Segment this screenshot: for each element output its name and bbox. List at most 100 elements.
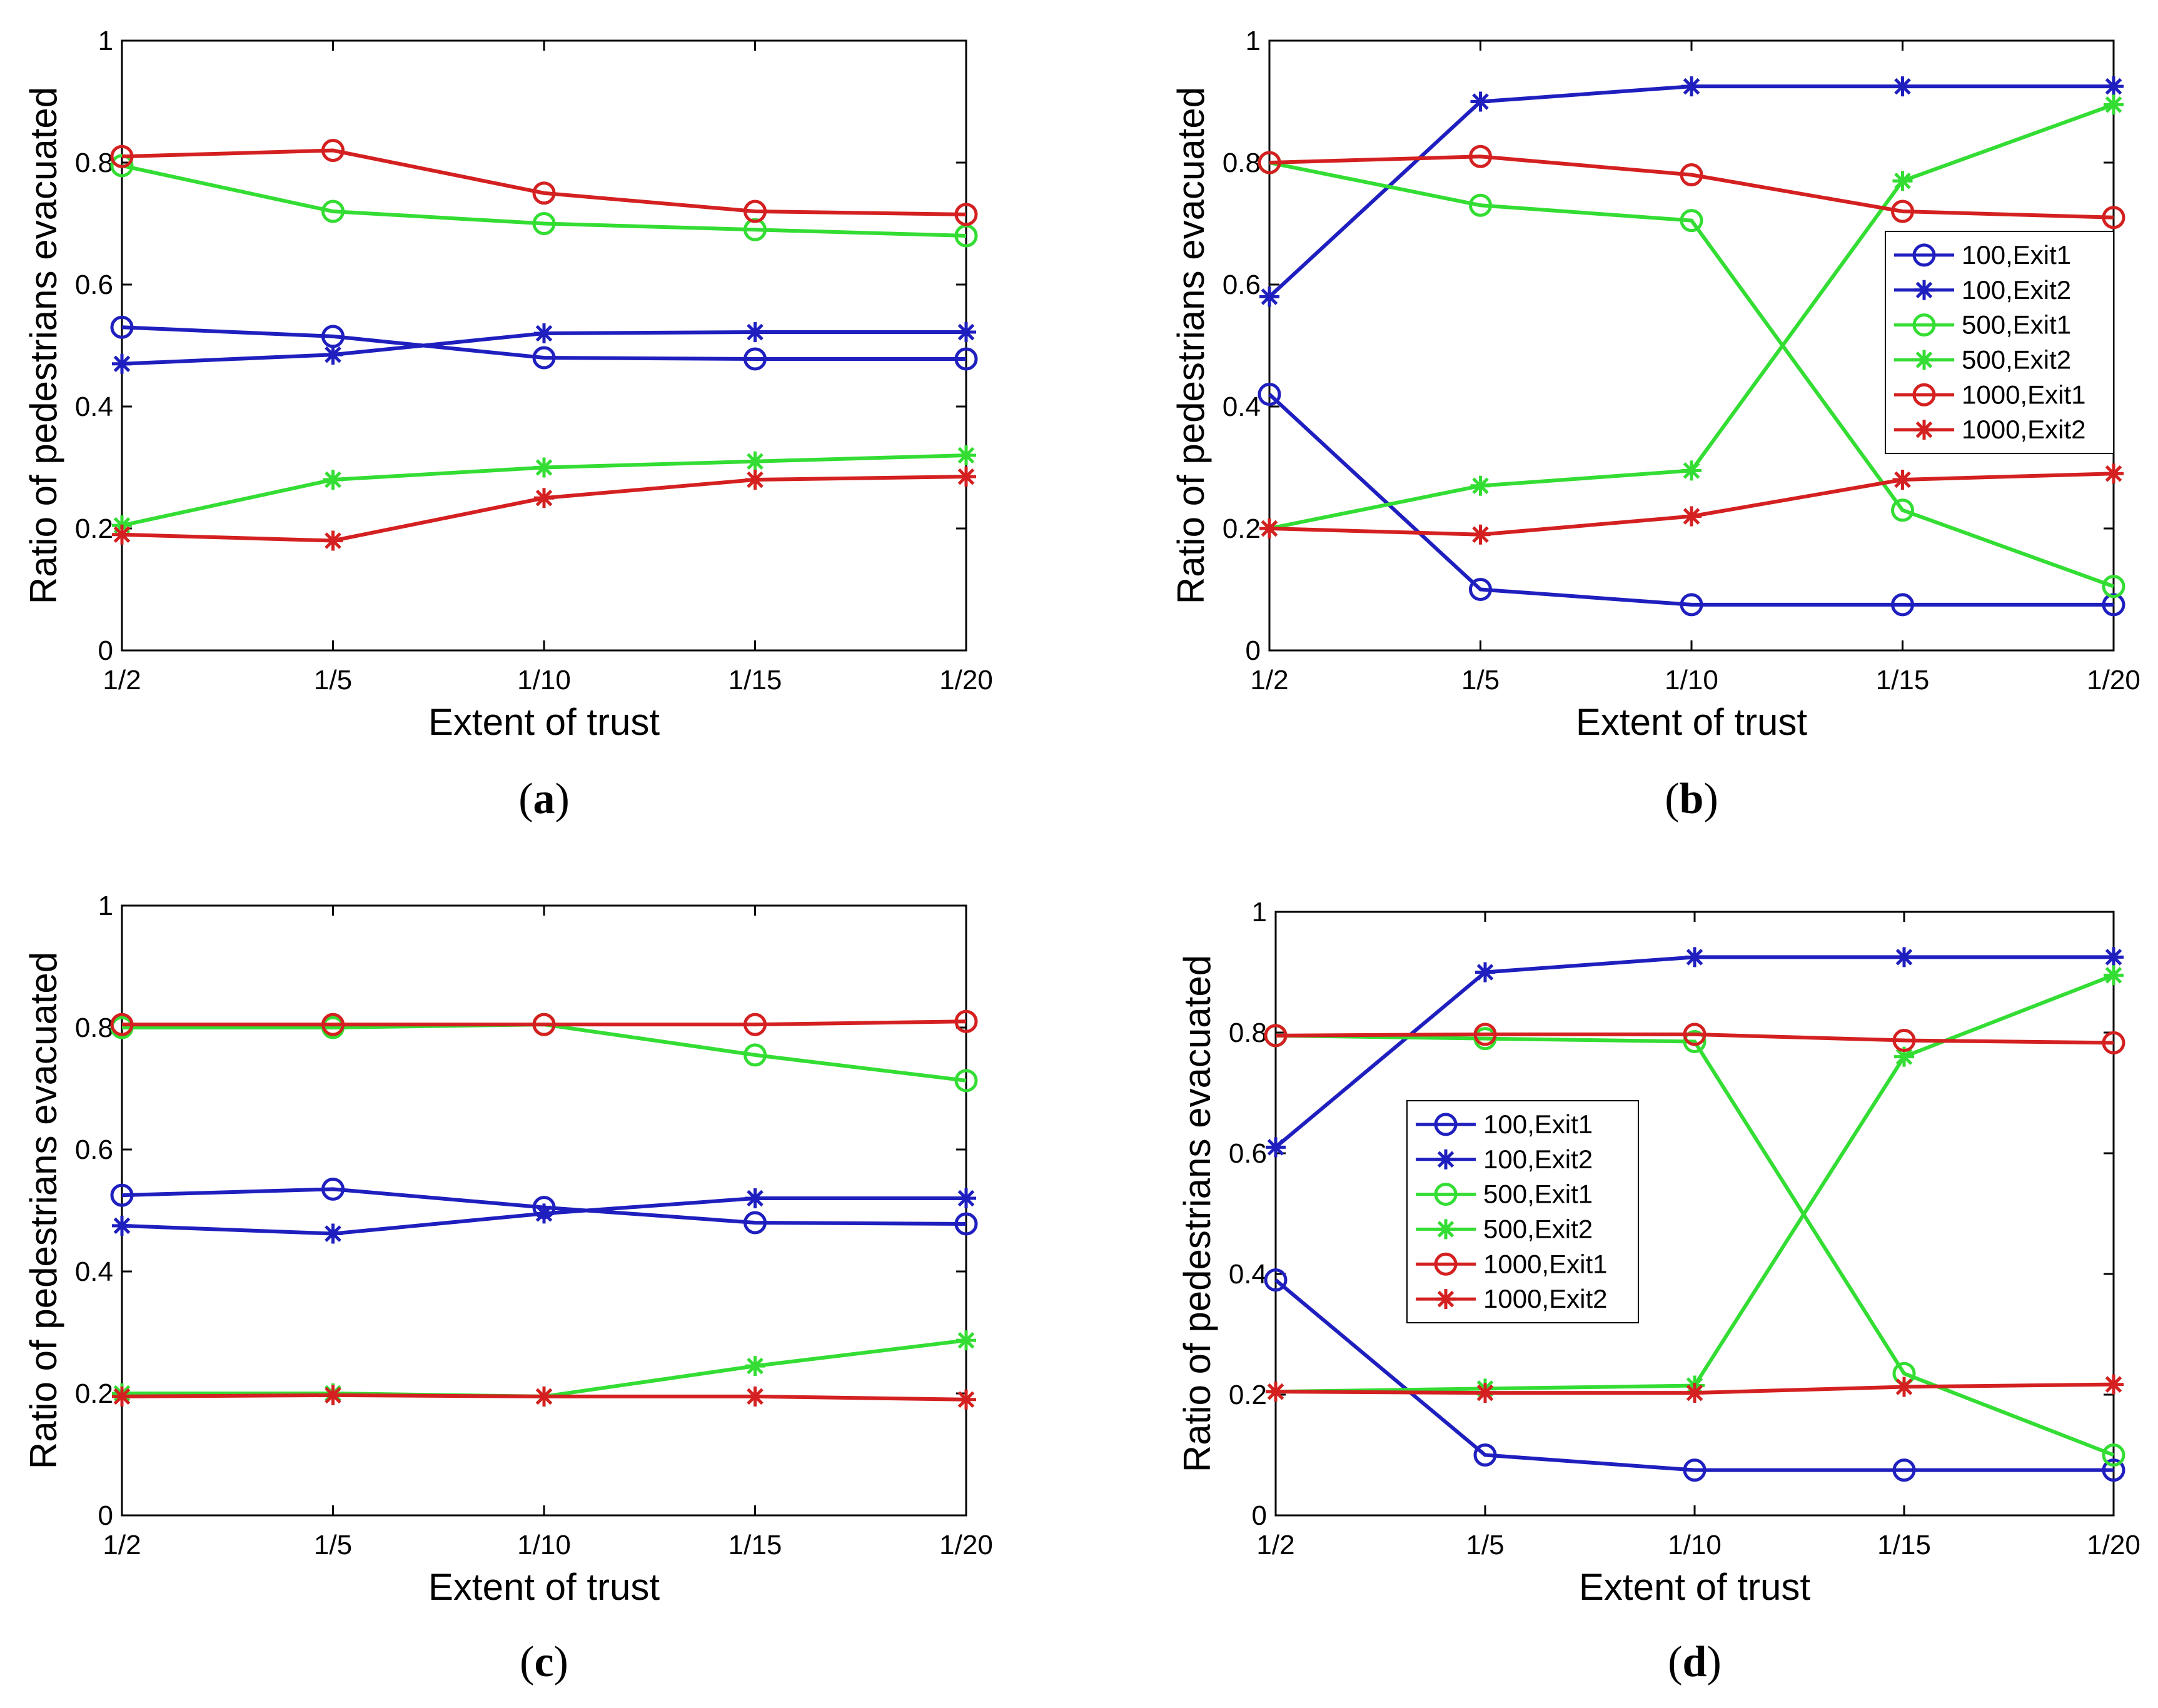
legend-label: 100,Exit1 [1962, 240, 2071, 270]
series-1000-exit2 [112, 1385, 976, 1410]
x-tick-label: 1/20 [2087, 665, 2140, 695]
data-point [956, 467, 976, 487]
legend-label: 500,Exit2 [1483, 1214, 1593, 1243]
plot-frame [1274, 911, 2115, 1517]
x-tick-label: 1/15 [729, 1530, 782, 1560]
y-axis-label: Ratio of pedestrians evacuated [23, 87, 64, 604]
data-point [744, 347, 767, 371]
data-point [744, 1013, 767, 1036]
legend-label: 500,Exit2 [1962, 345, 2071, 374]
legend-entry: 500,Exit2 [1416, 1214, 1593, 1243]
data-point [1891, 498, 1914, 522]
x-tick-label: 1/10 [1665, 665, 1718, 695]
legend-label: 500,Exit1 [1962, 310, 2071, 340]
panel-caption: (b) [1665, 775, 1718, 823]
series-line [1274, 1278, 2114, 1472]
data-point [2104, 947, 2124, 968]
series-1000-exit1 [1258, 144, 2125, 230]
y-tick-label: 0.6 [75, 270, 113, 300]
data-point [532, 1013, 556, 1036]
y-tick-label: 0 [1252, 1500, 1267, 1531]
y-tick-label: 0.6 [1229, 1138, 1267, 1169]
legend-marker [1914, 420, 1934, 440]
data-point [1683, 1458, 1707, 1482]
data-point [1894, 947, 1914, 968]
y-tick-label: 0.2 [75, 1378, 113, 1409]
data-point [2104, 94, 2124, 115]
data-point [745, 322, 765, 343]
y-tick-label: 0.2 [75, 513, 113, 544]
legend-label: 1000,Exit2 [1962, 415, 2085, 444]
data-point [744, 218, 767, 241]
data-point [1683, 1029, 1707, 1053]
series-line [1275, 1033, 2115, 1457]
legend-entry: 100,Exit1 [1894, 240, 2071, 270]
data-point [1894, 1377, 1914, 1397]
x-tick-label: 1/5 [1461, 665, 1500, 695]
data-point [1258, 383, 1281, 406]
data-point [1685, 947, 1705, 968]
series-line [1268, 393, 2114, 607]
data-point [745, 1356, 765, 1377]
data-point [534, 1386, 554, 1407]
data-point [2104, 1374, 2124, 1395]
legend-label: 1000,Exit2 [1483, 1284, 1607, 1313]
series-line [122, 1019, 967, 1027]
data-point [1894, 1046, 1914, 1067]
data-point [1266, 1137, 1286, 1158]
y-tick-label: 0.4 [75, 392, 113, 422]
x-axis-label: Extent of trust [428, 1566, 660, 1608]
data-point [1264, 1024, 1288, 1048]
data-point [954, 347, 978, 371]
data-point [532, 181, 556, 205]
y-tick-label: 0.2 [1223, 513, 1261, 544]
data-point [2102, 1031, 2125, 1054]
y-axis-label: Ratio of pedestrians evacuated [23, 952, 64, 1469]
data-point [323, 1223, 343, 1244]
series-100-exit1 [110, 315, 978, 371]
series-line [1269, 154, 2114, 220]
data-point [534, 488, 554, 508]
data-point [1469, 578, 1492, 601]
y-tick-label: 0.4 [1223, 392, 1261, 422]
data-point [954, 203, 978, 226]
legend-entry: 500,Exit2 [1894, 345, 2071, 374]
legend-label: 100,Exit2 [1962, 275, 2071, 305]
data-point [956, 1188, 976, 1208]
panel-caption: (d) [1668, 1638, 1722, 1686]
y-tick-label: 0.2 [1229, 1380, 1267, 1410]
series-line [1275, 1032, 2114, 1045]
series-500-exit2 [1259, 94, 2124, 538]
data-point [954, 1069, 978, 1093]
data-point [1892, 171, 1913, 191]
data-point [1266, 1382, 1286, 1402]
data-point [956, 445, 976, 465]
x-tick-label: 1/5 [314, 665, 352, 695]
legend-label: 100,Exit2 [1483, 1145, 1593, 1174]
y-tick-label: 0.4 [75, 1256, 113, 1287]
data-point [2102, 1458, 2125, 1482]
x-tick-label: 1/15 [1876, 665, 1930, 695]
y-tick-label: 1 [98, 26, 113, 56]
legend-marker [1914, 350, 1934, 370]
panel-caption: (c) [520, 1638, 568, 1686]
series-100-exit2 [1266, 947, 2124, 1158]
data-point [1470, 91, 1491, 112]
y-tick-label: 0.8 [1229, 1018, 1267, 1048]
data-point [954, 1212, 978, 1236]
legend-label: 500,Exit1 [1483, 1180, 1593, 1209]
data-point [956, 1389, 976, 1410]
data-point [534, 1203, 554, 1224]
data-point [534, 323, 554, 343]
data-point [112, 1215, 132, 1236]
y-tick-label: 1 [1246, 26, 1261, 56]
data-point [1892, 470, 1913, 490]
data-point [532, 212, 556, 235]
legend-marker [1912, 383, 1936, 407]
legend-marker [1434, 1252, 1458, 1276]
series-line [121, 148, 967, 216]
y-tick-label: 0 [1246, 635, 1261, 666]
data-point [1892, 76, 1913, 97]
x-tick-label: 1/2 [103, 1530, 141, 1560]
x-tick-label: 1/15 [729, 665, 782, 695]
